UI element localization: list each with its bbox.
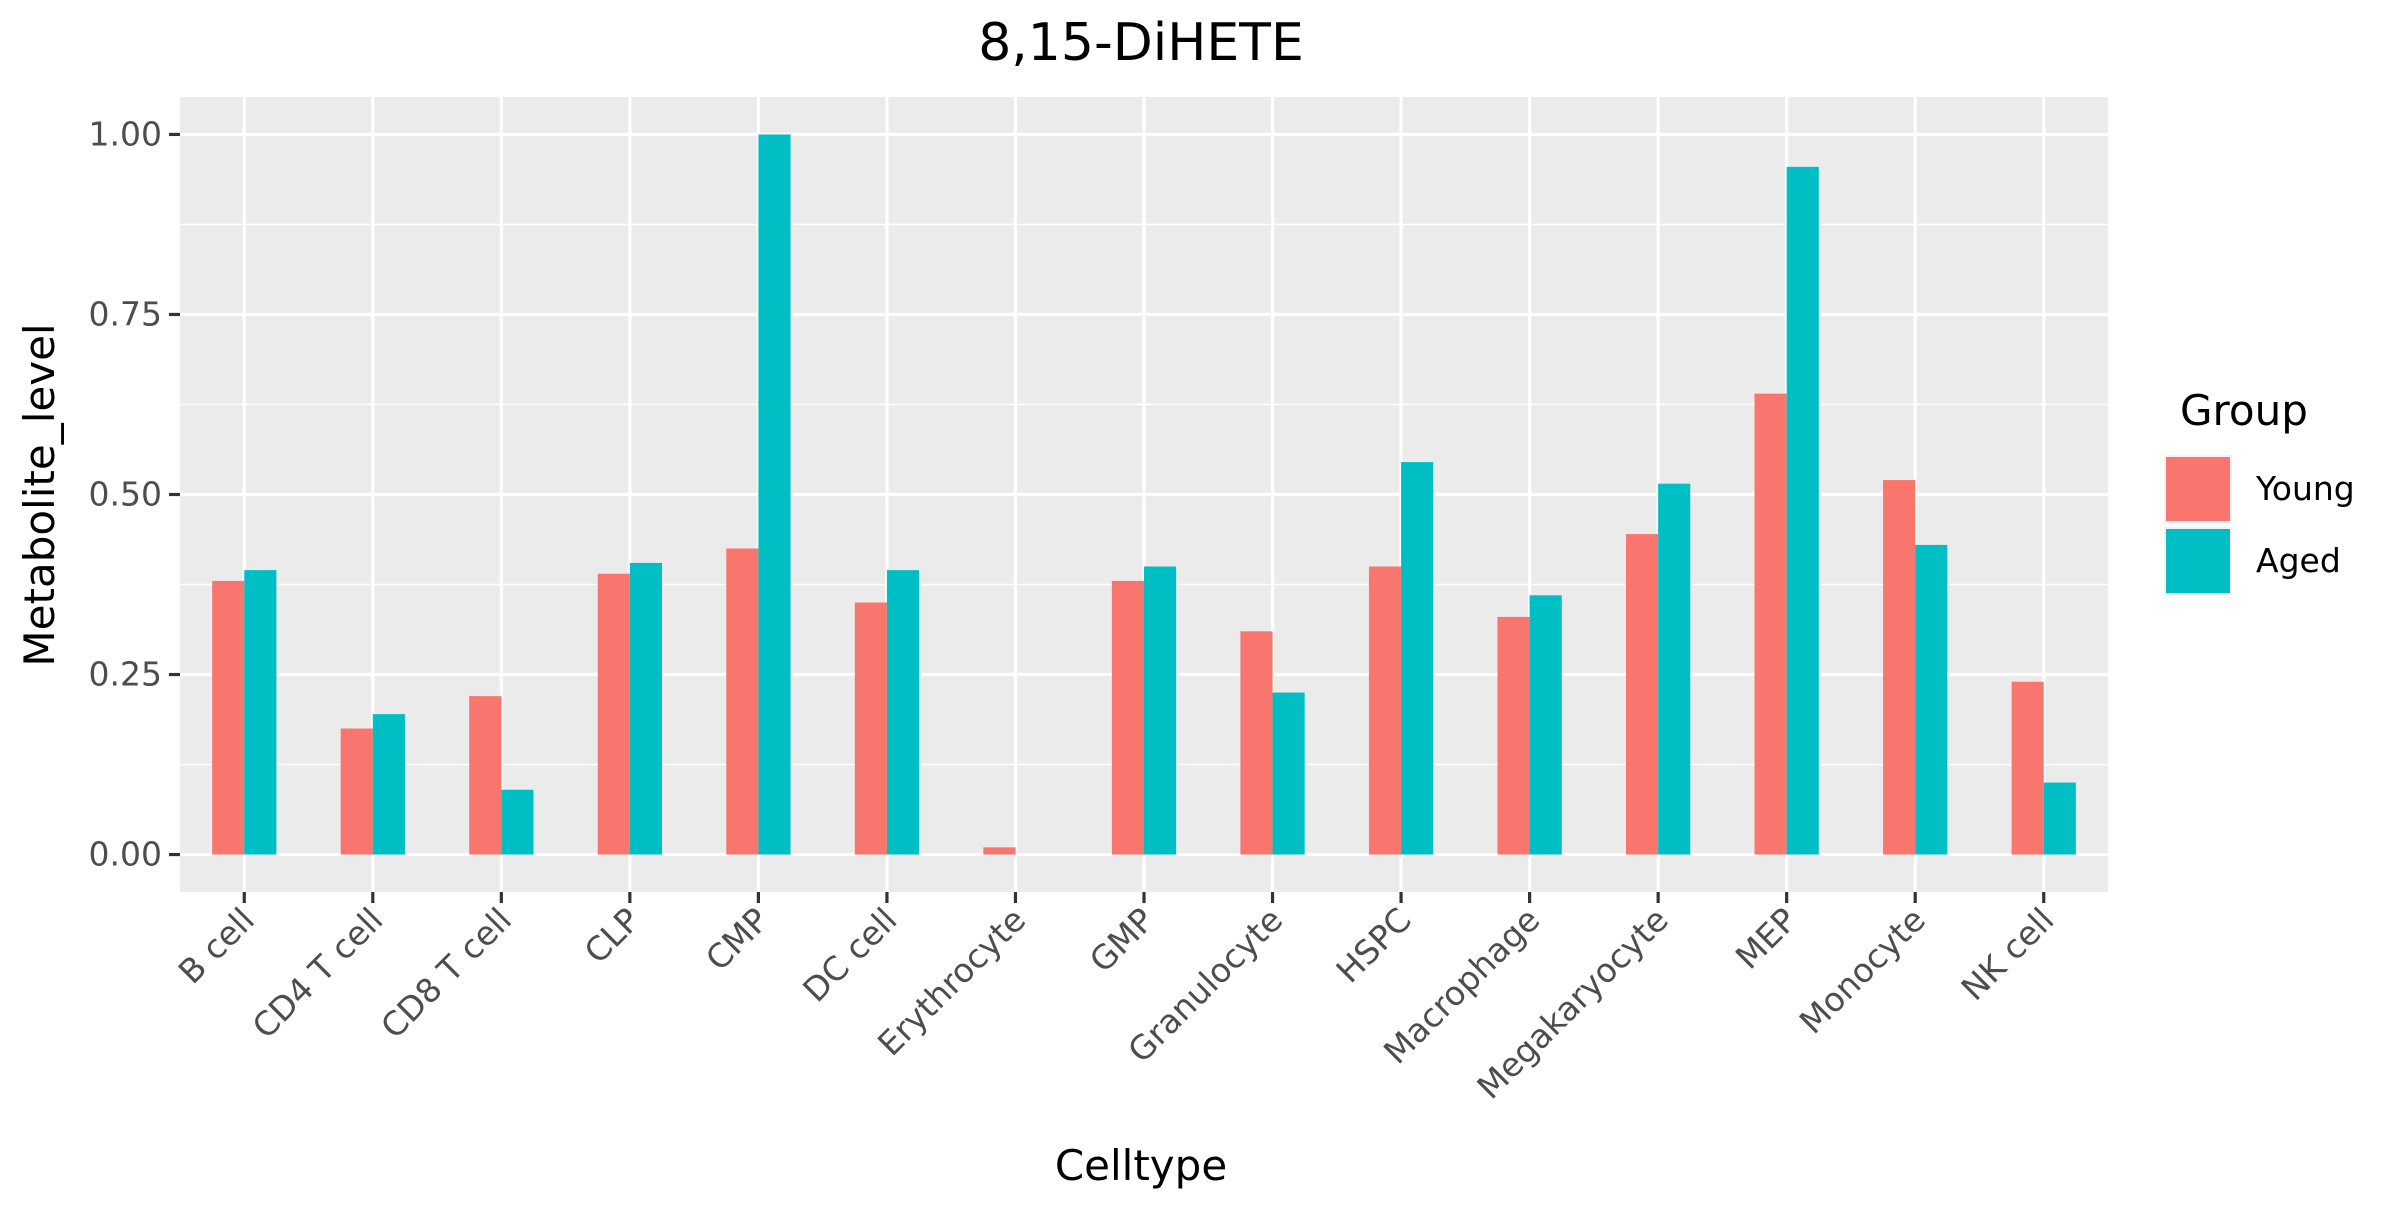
x-tick-label: GMP [1082,900,1162,980]
bar-young-14 [2011,681,2044,855]
bar-young-5 [854,602,887,855]
bar-young-2 [469,696,502,855]
bar-aged-10 [1529,595,1562,855]
chart-title: 8,15-DiHETE [978,13,1304,73]
y-tick-label: 0.00 [89,835,162,874]
legend-label-young: Young [2255,469,2355,508]
x-tick-label: CMP [698,900,776,978]
legend: Group Young Aged [2164,386,2355,595]
x-tick-label: HSPC [1328,900,1418,990]
bar-aged-4 [758,134,791,855]
x-tick-label: B cell [171,900,262,991]
legend-label-aged: Aged [2256,541,2341,580]
bar-aged-13 [1915,544,1948,855]
bar-young-7 [1111,580,1144,855]
bar-young-12 [1754,393,1787,855]
bar-aged-2 [501,789,534,855]
bar-aged-9 [1401,462,1434,855]
bars [212,134,2076,855]
x-tick-label: MEP [1728,900,1805,977]
x-tick-label: CD4 T cell [245,900,391,1046]
bar-young-9 [1368,566,1402,855]
bar-young-11 [1626,534,1659,855]
bar-young-8 [1240,631,1273,855]
bar-young-6 [983,847,1016,855]
legend-title: Group [2180,386,2308,435]
bar-aged-0 [244,570,277,855]
x-tick-label: NK cell [1953,900,2061,1008]
legend-key-aged [2166,529,2230,593]
x-tick-label: CLP [577,900,648,971]
y-tick-label: 0.25 [89,655,162,694]
bar-young-3 [597,573,630,855]
bar-aged-3 [629,562,662,855]
bar-aged-5 [886,570,920,855]
bar-aged-14 [2043,782,2076,855]
bar-aged-12 [1786,166,1819,855]
bar-young-1 [340,728,373,855]
bar-young-4 [726,548,759,855]
bar-young-0 [212,580,245,855]
bar-young-10 [1497,616,1530,855]
bar-young-13 [1883,480,1916,855]
bar-aged-1 [372,714,405,855]
legend-key-young [2166,457,2230,521]
bar-aged-8 [1272,692,1305,855]
x-axis-title: Celltype [1055,1141,1227,1190]
x-tick-label: DC cell [795,900,904,1009]
bar-aged-11 [1658,483,1691,855]
bar-aged-7 [1144,566,1177,855]
y-tick-label: 0.50 [89,475,162,514]
x-tick-label: Monocyte [1792,900,1933,1041]
y-tick-label: 0.75 [89,294,162,333]
x-tick-label: CD8 T cell [373,900,519,1046]
y-axis-title: Metabolite_level [15,323,64,666]
y-tick-label: 1.00 [89,114,162,153]
